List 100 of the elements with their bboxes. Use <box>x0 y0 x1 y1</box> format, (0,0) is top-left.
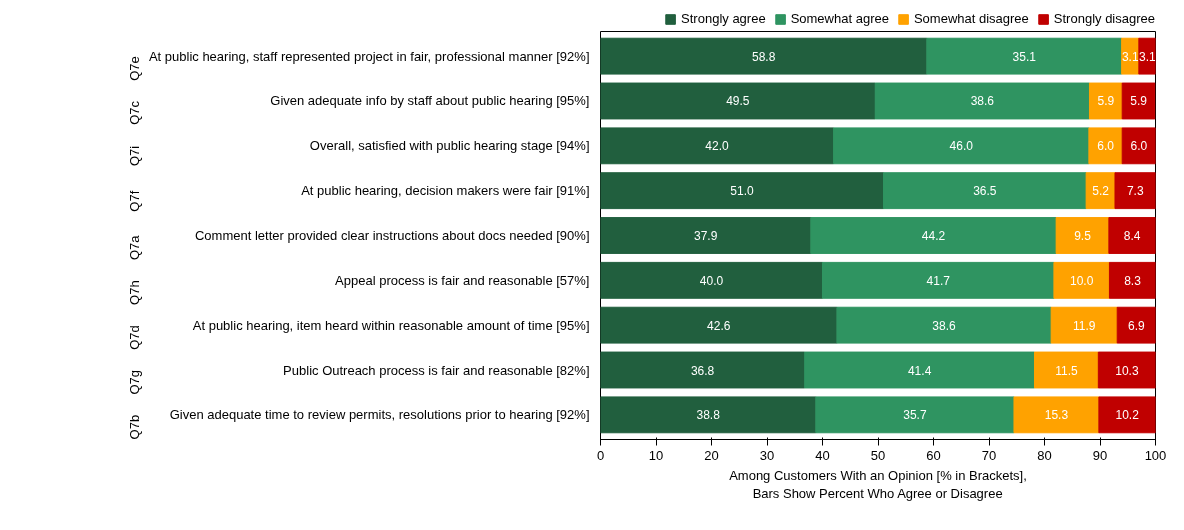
text: Q7a <box>127 234 142 261</box>
text: Q7b <box>127 414 142 440</box>
legend-label: Somewhat agree <box>790 11 889 26</box>
data-label: 38.8 <box>696 408 721 423</box>
text: Q7d <box>127 325 142 350</box>
bar <box>600 37 928 75</box>
y-tick-label: At public hearing, decision makers were fair [91%] <box>301 183 590 199</box>
x-tick-label: 80 <box>1037 447 1052 463</box>
bar <box>1088 82 1123 120</box>
bar <box>600 217 812 254</box>
legend-label: Strongly agree <box>681 11 766 26</box>
data-label: 11.9 <box>1072 318 1096 333</box>
data-label: 58.8 <box>751 49 776 64</box>
data-label: 9.5 <box>1074 229 1092 243</box>
data-label: 35.1 <box>1012 49 1037 64</box>
bar <box>1121 127 1156 165</box>
x-tick-label: 100 <box>1144 447 1167 463</box>
bar <box>600 172 885 210</box>
x-tick-label: 10 <box>648 447 664 463</box>
data-label: 51.0 <box>730 184 755 199</box>
bar <box>600 351 806 389</box>
bar <box>1098 396 1156 434</box>
data-label: 7.3 <box>1126 184 1144 199</box>
bar <box>1108 217 1156 254</box>
bar <box>600 127 835 165</box>
data-label: 5.9 <box>1130 94 1148 109</box>
data-label: 37.9 <box>693 229 718 243</box>
data-label: 41.4 <box>907 363 932 378</box>
x-tick-label: 0 <box>596 447 605 463</box>
data-label: 11.5 <box>1055 363 1078 378</box>
bar <box>1085 172 1116 210</box>
bar <box>804 351 1036 389</box>
x-tick-label: 60 <box>926 447 941 463</box>
y-tick-label: Given adequate info by staff about public hearing [95%] <box>270 93 590 109</box>
data-label: 6.9 <box>1128 318 1146 333</box>
y-tick-label: Overall, satisfied with public hearing stage [94%] <box>309 138 590 154</box>
text: Q7e <box>127 56 142 81</box>
x-tick-label: 70 <box>981 447 997 463</box>
data-label: 41.7 <box>926 273 951 288</box>
bar <box>1121 82 1156 120</box>
data-label: 42.6 <box>707 318 731 333</box>
data-label: 36.8 <box>690 363 715 378</box>
text: Q7i <box>127 145 142 167</box>
data-label: 8.4 <box>1123 229 1141 243</box>
x-tick-label: 20 <box>704 447 719 463</box>
bar <box>1114 172 1156 210</box>
bar <box>1013 396 1100 434</box>
x-tick-label: 40 <box>815 447 830 463</box>
y-tick-label: At public hearing, item heard within reasonable amount of time [95%] <box>192 317 590 333</box>
data-label: 5.9 <box>1097 94 1115 109</box>
y-tick-label: Comment letter provided clear instructions about docs needed [90%] <box>194 228 590 243</box>
data-label: 10.3 <box>1115 363 1139 378</box>
text: Q7g <box>127 370 142 395</box>
text: Q7f <box>127 190 142 212</box>
bar <box>1088 127 1123 165</box>
data-label: 8.3 <box>1124 273 1142 288</box>
bar <box>600 82 876 120</box>
bar <box>926 37 1123 75</box>
bar <box>1116 306 1156 344</box>
x-tick-label: 50 <box>870 447 886 463</box>
bar <box>874 82 1090 120</box>
data-label: 46.0 <box>949 139 974 154</box>
x-tick-label: 30 <box>759 447 775 463</box>
y-tick-label: Public Outreach process is fair and reasonable [82%] <box>283 362 590 378</box>
y-tick-label: Appeal process is fair and reasonable [57%] <box>335 272 590 288</box>
bar <box>836 306 1052 344</box>
bar <box>1034 351 1099 389</box>
data-label: 36.5 <box>973 184 997 199</box>
data-label: 38.6 <box>932 318 957 333</box>
data-label: 3.1 <box>1139 49 1157 64</box>
data-label: 6.0 <box>1097 139 1115 154</box>
bar <box>1053 261 1110 299</box>
bar <box>883 172 1087 210</box>
bar <box>1055 217 1110 254</box>
bar <box>1050 306 1118 344</box>
data-label: 38.6 <box>970 94 995 109</box>
data-label: 10.2 <box>1115 408 1140 423</box>
bar <box>1108 261 1156 299</box>
data-label: 44.2 <box>921 229 946 243</box>
bar <box>600 306 838 344</box>
bar <box>815 396 1015 434</box>
bar <box>1097 351 1156 389</box>
x-axis-title: Among Customers With an Opinion [% in Brackets], Bars Show Percent Who Agree or Disagree <box>729 467 1027 501</box>
data-label: 42.0 <box>705 139 730 154</box>
bar <box>822 261 1055 299</box>
y-tick-label: At public hearing, staff represented project in fair, professional manner [92%] <box>148 48 590 64</box>
data-label: 40.0 <box>699 273 724 288</box>
bar <box>833 127 1090 165</box>
data-label: 10.0 <box>1070 273 1094 288</box>
bar <box>600 396 817 434</box>
legend-label: Somewhat disagree <box>913 11 1029 26</box>
x-tick-label: 90 <box>1092 447 1108 463</box>
data-label: 49.5 <box>726 94 750 109</box>
data-label: 5.2 <box>1092 184 1110 199</box>
data-label: 6.0 <box>1130 139 1148 154</box>
bar <box>810 217 1057 254</box>
legend-label: Strongly disagree <box>1053 11 1155 26</box>
text: Q7h <box>127 280 142 305</box>
data-label: 15.3 <box>1044 408 1069 423</box>
data-label: 3.1 <box>1121 49 1139 64</box>
